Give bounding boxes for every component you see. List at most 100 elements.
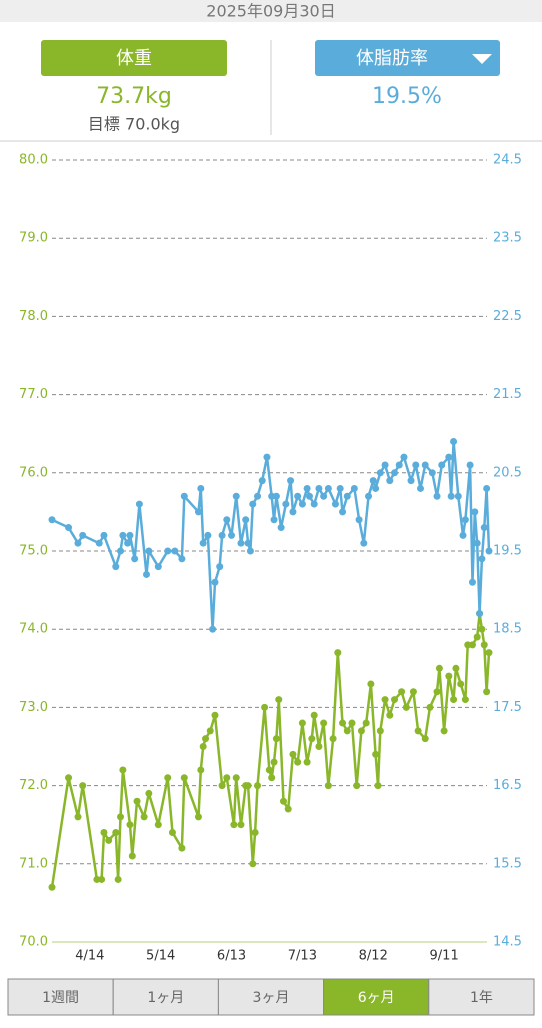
data-point bbox=[412, 461, 420, 469]
data-point bbox=[402, 703, 410, 711]
data-point bbox=[178, 844, 186, 852]
data-point bbox=[168, 829, 176, 837]
data-point bbox=[145, 547, 153, 555]
tab-label[interactable]: 6ヶ月 bbox=[358, 990, 395, 1006]
data-point bbox=[223, 516, 231, 524]
data-point bbox=[265, 766, 273, 774]
data-point bbox=[244, 539, 252, 547]
data-point bbox=[171, 547, 179, 555]
y2-tick-label: 23.5 bbox=[493, 231, 522, 246]
weight-button-label[interactable]: 体重 bbox=[116, 48, 152, 69]
data-point bbox=[254, 492, 262, 500]
data-point bbox=[445, 453, 453, 461]
data-point bbox=[466, 461, 474, 469]
data-point bbox=[438, 461, 446, 469]
data-point bbox=[409, 688, 417, 696]
y-tick-label: 78.0 bbox=[19, 309, 48, 324]
data-point bbox=[343, 727, 351, 735]
data-point bbox=[100, 531, 108, 539]
data-point bbox=[202, 735, 210, 743]
data-point bbox=[279, 797, 287, 805]
data-point bbox=[79, 782, 87, 790]
data-point bbox=[339, 508, 347, 516]
data-point bbox=[426, 703, 434, 711]
tab-label[interactable]: 3ヶ月 bbox=[253, 990, 290, 1006]
tab-label[interactable]: 1年 bbox=[470, 990, 493, 1006]
data-point bbox=[100, 829, 108, 837]
data-point bbox=[445, 672, 453, 680]
data-point bbox=[483, 484, 491, 492]
y2-tick-label: 21.5 bbox=[493, 387, 522, 402]
tab-active[interactable] bbox=[323, 978, 430, 1016]
date-bar bbox=[0, 0, 542, 22]
data-point bbox=[270, 758, 278, 766]
data-point bbox=[480, 641, 488, 649]
data-point bbox=[294, 758, 302, 766]
data-point bbox=[98, 875, 106, 883]
data-point bbox=[114, 875, 122, 883]
tab[interactable] bbox=[428, 978, 535, 1016]
data-point bbox=[119, 766, 127, 774]
data-point bbox=[277, 524, 285, 532]
data-point bbox=[376, 469, 384, 477]
data-point bbox=[459, 531, 467, 539]
data-point bbox=[112, 829, 120, 837]
data-point bbox=[287, 477, 295, 485]
data-point bbox=[244, 782, 252, 790]
data-point bbox=[79, 531, 87, 539]
data-point bbox=[331, 500, 339, 508]
data-point bbox=[421, 735, 429, 743]
data-point bbox=[112, 563, 120, 571]
weight-target: 目標 70.0kg bbox=[88, 115, 180, 134]
fat-button[interactable] bbox=[315, 40, 500, 76]
data-point bbox=[324, 782, 332, 790]
data-point bbox=[374, 782, 382, 790]
data-point bbox=[473, 539, 481, 547]
data-point bbox=[360, 539, 368, 547]
weight-button[interactable] bbox=[41, 40, 227, 76]
data-point bbox=[485, 547, 493, 555]
y2-tick-label: 15.5 bbox=[493, 856, 522, 871]
data-point bbox=[105, 836, 113, 844]
data-point bbox=[350, 484, 358, 492]
x-tick-label: 4/14 bbox=[75, 949, 104, 964]
data-point bbox=[303, 758, 311, 766]
data-point bbox=[310, 500, 318, 508]
data-point bbox=[258, 477, 266, 485]
data-point bbox=[447, 492, 455, 500]
data-point bbox=[450, 696, 458, 704]
data-point bbox=[131, 555, 139, 563]
dropdown-arrow[interactable] bbox=[472, 54, 492, 64]
fat-button-label[interactable]: 体脂肪率 bbox=[356, 48, 428, 69]
y2-tick-label: 16.5 bbox=[493, 778, 522, 793]
data-point bbox=[126, 531, 134, 539]
data-point bbox=[461, 516, 469, 524]
data-point bbox=[433, 688, 441, 696]
data-point bbox=[289, 508, 297, 516]
data-point bbox=[216, 563, 224, 571]
data-point bbox=[478, 555, 486, 563]
data-point bbox=[381, 696, 389, 704]
y-tick-label: 73.0 bbox=[19, 700, 48, 715]
data-point bbox=[142, 570, 150, 578]
data-point bbox=[367, 680, 375, 688]
data-point bbox=[471, 508, 479, 516]
data-point bbox=[391, 696, 399, 704]
data-point bbox=[65, 524, 73, 532]
tab-label[interactable]: 1ヶ月 bbox=[147, 990, 184, 1006]
data-point bbox=[386, 477, 394, 485]
data-point bbox=[74, 813, 82, 821]
tab[interactable] bbox=[217, 978, 325, 1016]
data-point bbox=[164, 774, 172, 782]
data-point bbox=[135, 500, 143, 508]
data-point bbox=[140, 813, 148, 821]
data-point bbox=[209, 625, 217, 633]
data-point bbox=[357, 727, 365, 735]
data-point bbox=[237, 539, 245, 547]
data-point bbox=[485, 649, 493, 657]
data-point bbox=[272, 492, 280, 500]
data-point bbox=[95, 539, 103, 547]
data-point bbox=[303, 484, 311, 492]
fat-value: 19.5% bbox=[372, 84, 442, 109]
tab-label[interactable]: 1週間 bbox=[42, 990, 79, 1006]
